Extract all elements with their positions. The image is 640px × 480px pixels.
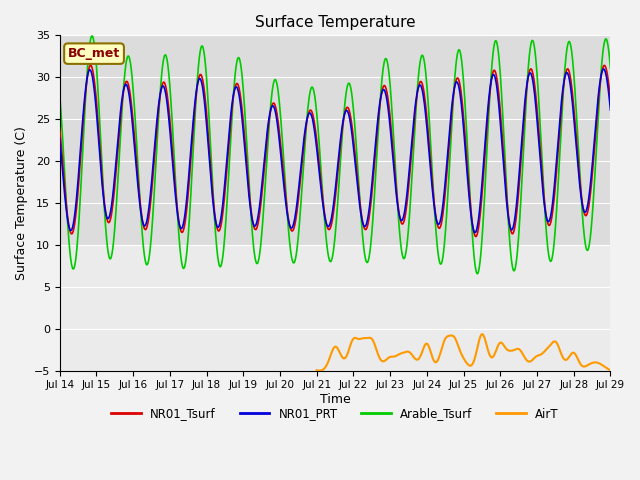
Title: Surface Temperature: Surface Temperature bbox=[255, 15, 415, 30]
Y-axis label: Surface Temperature (C): Surface Temperature (C) bbox=[15, 126, 28, 280]
Legend: NR01_Tsurf, NR01_PRT, Arable_Tsurf, AirT: NR01_Tsurf, NR01_PRT, Arable_Tsurf, AirT bbox=[107, 403, 563, 425]
X-axis label: Time: Time bbox=[319, 393, 351, 406]
Bar bbox=[60, 245, 611, 371]
Text: BC_met: BC_met bbox=[68, 47, 120, 60]
